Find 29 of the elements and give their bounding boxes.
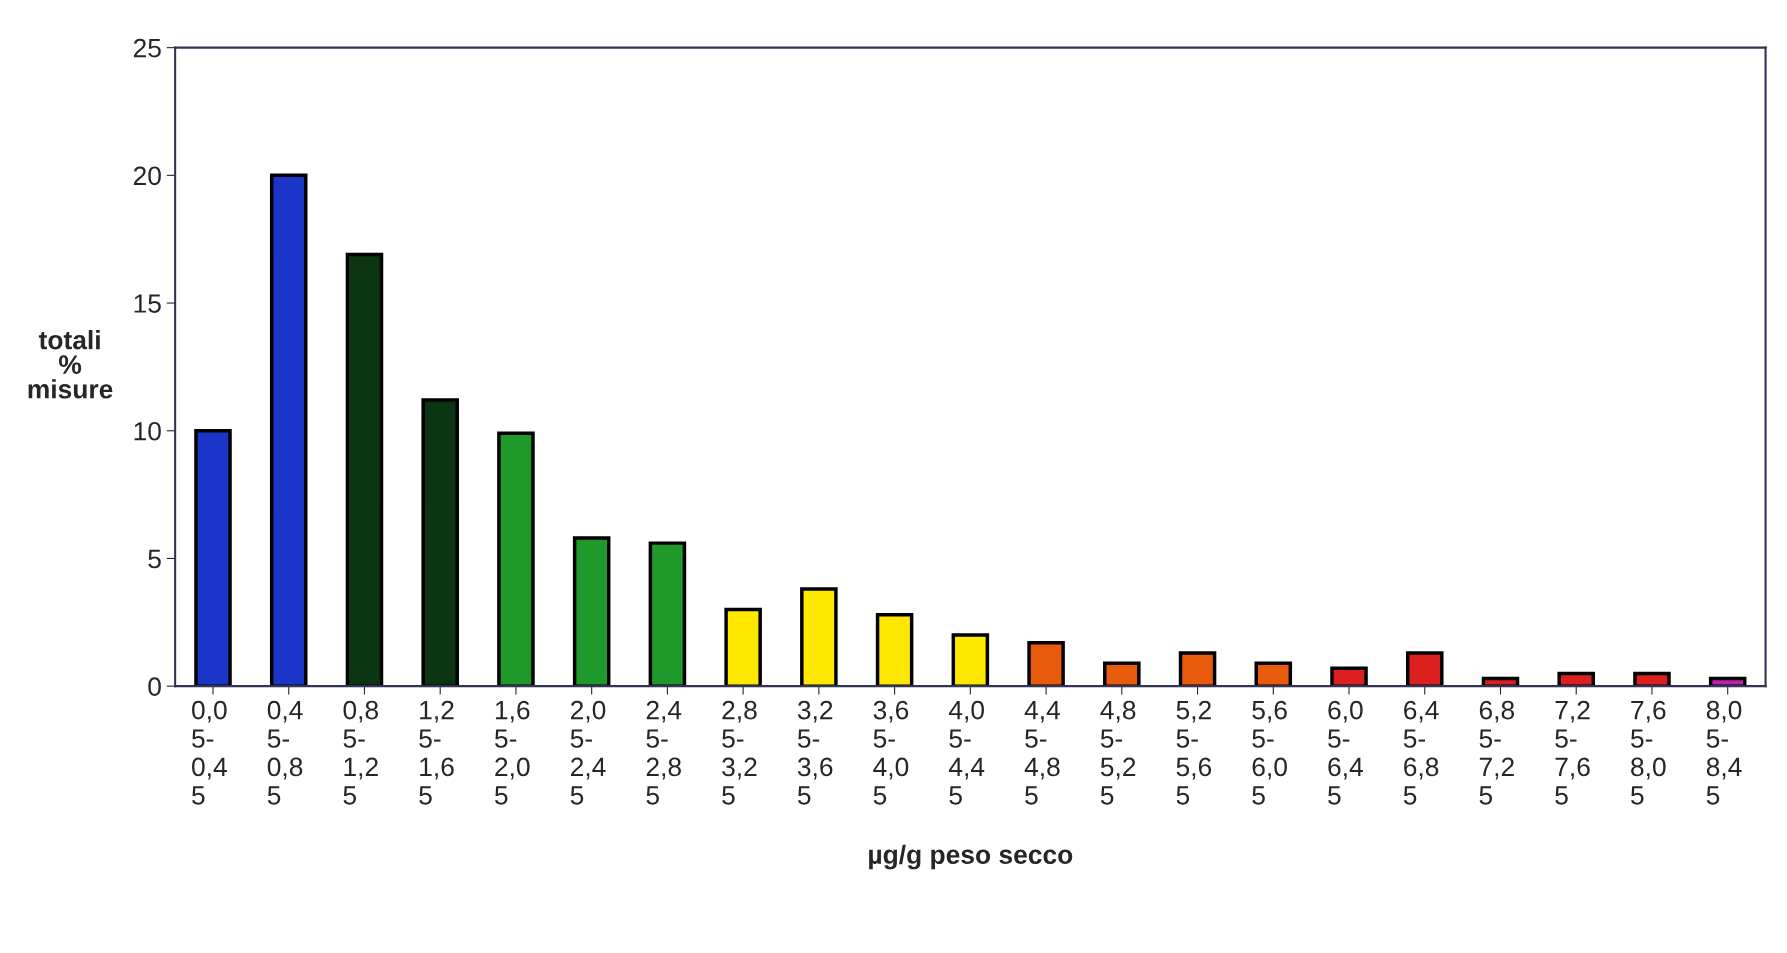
y-tick-label: 20	[133, 166, 161, 186]
x-tick-label: 5,6 5- 6,0 5	[1252, 700, 1287, 805]
x-tick-label: 2,8 5- 3,2 5	[722, 700, 757, 805]
x-tick-label: 6,4 5- 6,8 5	[1403, 700, 1439, 805]
x-tick-label: 6,0 5- 6,4 5	[1328, 700, 1363, 805]
y-tick-label: 0	[148, 677, 161, 696]
x-tick-label: 1,2 5- 1,6 5	[419, 700, 454, 805]
x-tick-label: 7,6 5- 8,0 5	[1631, 700, 1666, 805]
x-tick-label: 5,2 5- 5,6 5	[1176, 700, 1212, 805]
x-tick-label: 2,0 5- 2,4 5	[570, 700, 606, 805]
x-tick-label: 7,2 5- 7,6 5	[1555, 700, 1590, 805]
x-axis-title: µg/g peso secco	[869, 844, 1073, 870]
x-tick-label: 6,8 5- 7,2 5	[1479, 700, 1515, 805]
x-tick-label: 0,8 5- 1,2 5	[343, 700, 378, 805]
y-tick-label: 5	[148, 549, 161, 569]
y-tick-label: 15	[134, 294, 161, 313]
x-tick-label: 0,4 5- 0,8 5	[267, 700, 303, 805]
x-tick-label: 3,6 5- 4,0 5	[873, 700, 909, 805]
x-tick-label: 4,8 5- 5,2 5	[1100, 700, 1136, 805]
x-tick-label: 2,4 5- 2,8 5	[646, 700, 682, 805]
x-tick-label: 1,6 5- 2,0 5	[494, 700, 530, 805]
x-tick-label: 4,0 5- 4,4 5	[948, 700, 985, 805]
y-tick-label: 10	[134, 421, 161, 441]
x-tick-label: 4,4 5- 4,8 5	[1024, 701, 1060, 805]
y-axis-title: totali % misure	[28, 330, 113, 399]
y-tick-label: 25	[133, 38, 161, 58]
x-tick-label: 8,0 5- 8,4 5	[1706, 700, 1742, 805]
x-tick-label: 0,0 5- 0,4 5	[192, 700, 227, 805]
x-tick-label: 3,2 5- 3,6 5	[797, 700, 833, 805]
